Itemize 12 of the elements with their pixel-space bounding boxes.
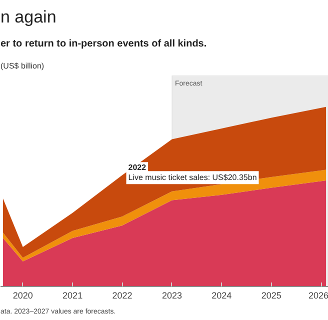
x-tick-label: 2020 — [12, 290, 33, 300]
y-axis-title: (US$ billion) — [0, 62, 44, 70]
x-tick-label: 2021 — [62, 290, 83, 300]
annotation: Live music ticket sales: US$20.35bn — [128, 173, 257, 182]
annotation: 2022 — [128, 163, 147, 172]
x-tick-label: 2024 — [212, 290, 232, 300]
chart-title: n again — [0, 8, 56, 26]
chart-subtitle: er to return to in-person events of all kinds. — [0, 38, 207, 50]
x-tick-label: 2025 — [261, 290, 282, 300]
x-tick-label: 2022 — [112, 290, 132, 300]
x-tick-label: 2023 — [162, 290, 182, 300]
x-tick-label: 2026 — [308, 290, 328, 300]
